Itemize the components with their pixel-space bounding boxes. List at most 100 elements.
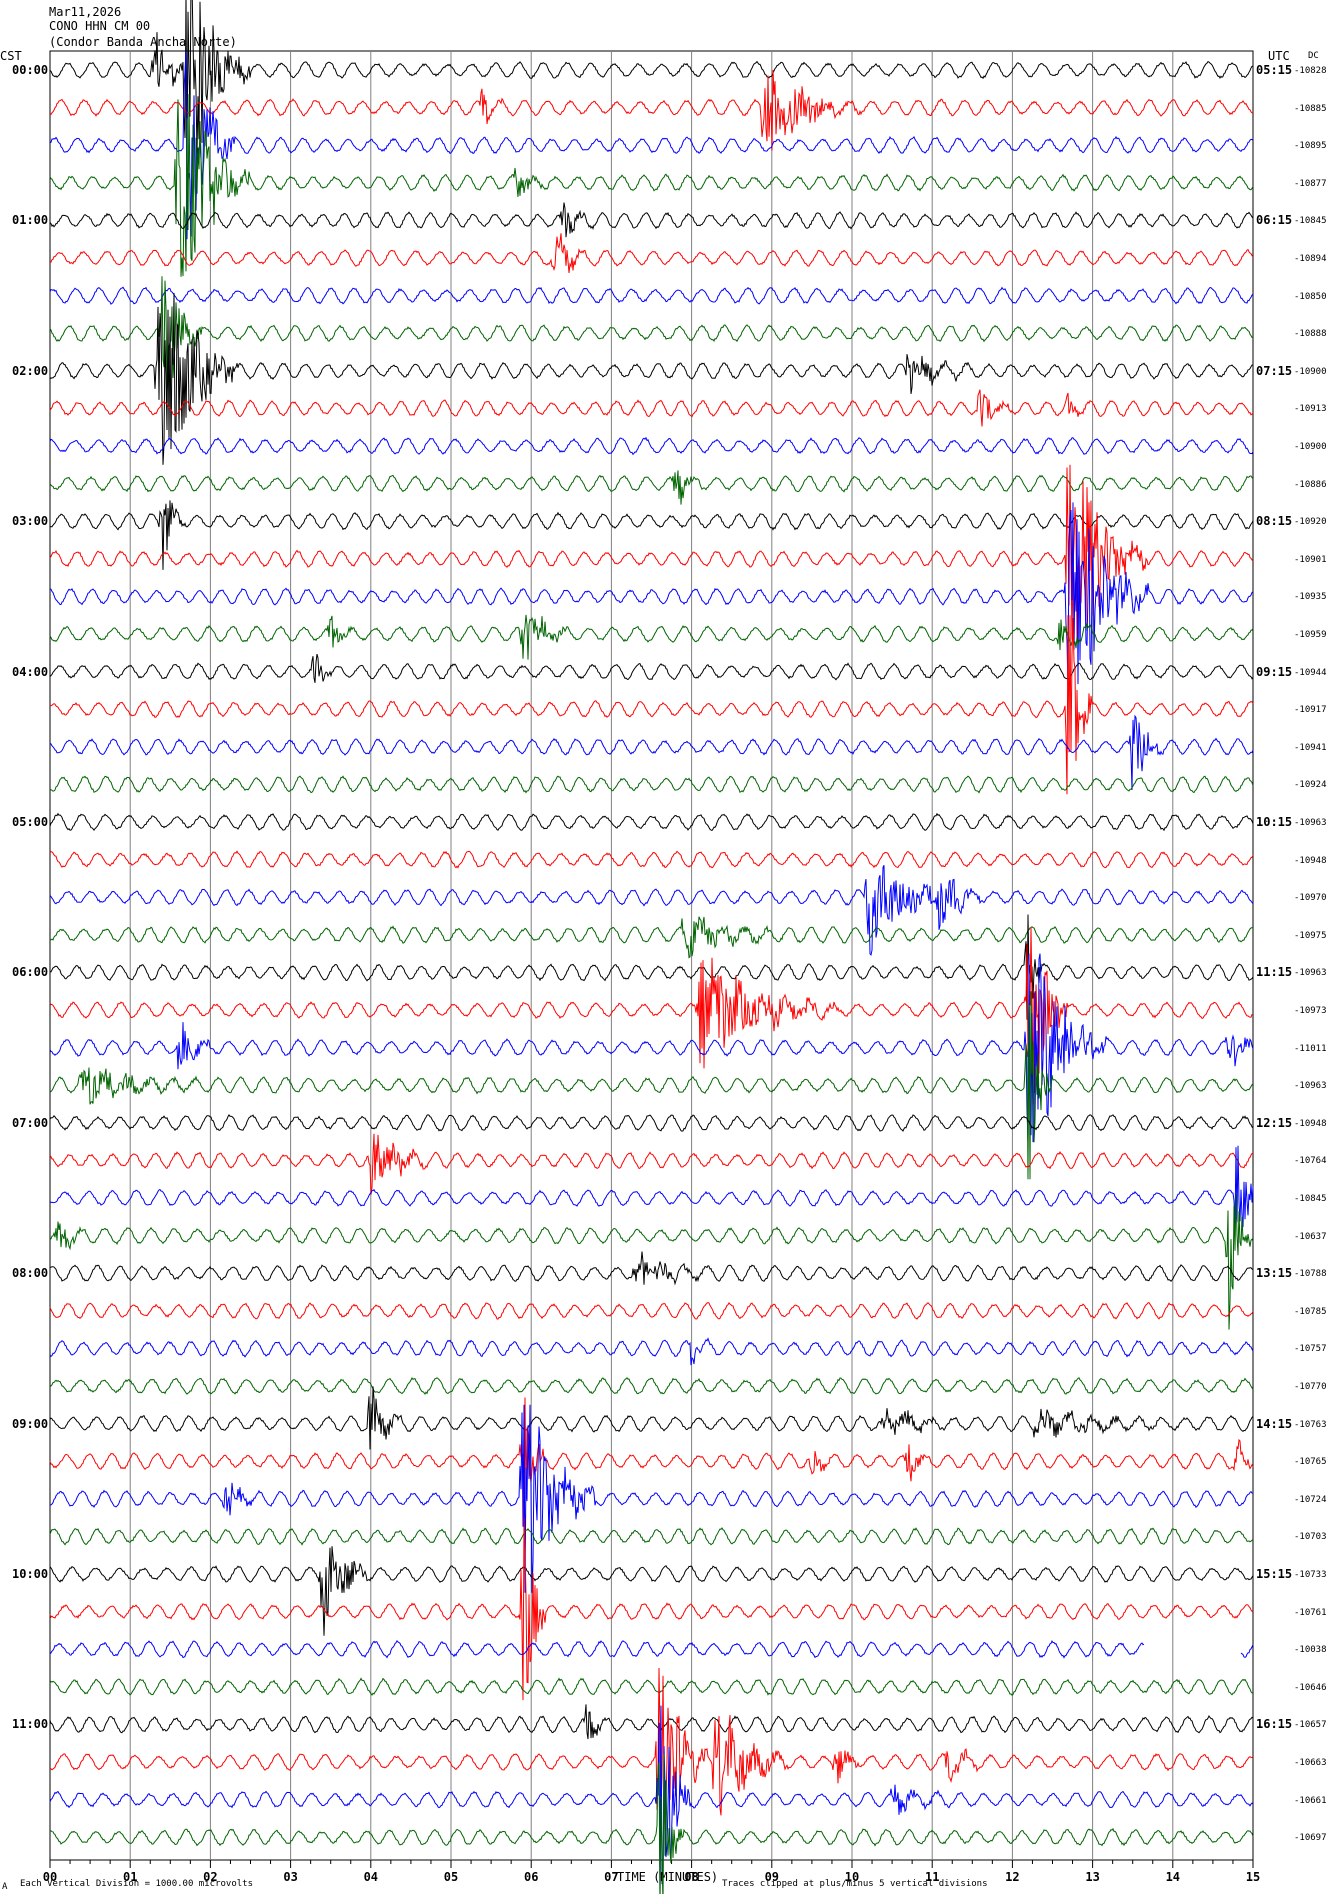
- cst-hour-label: 04:00: [12, 664, 49, 679]
- trace-layer: [49, 0, 1254, 1894]
- x-tick-label: 01: [123, 1870, 137, 1884]
- dc-offset-label: -10895: [1294, 141, 1327, 152]
- trace-line: [49, 1337, 1254, 1366]
- utc-hour-label: 09:15: [1256, 664, 1293, 679]
- dc-offset-label: -10917: [1294, 705, 1327, 716]
- dc-offset-label: -10761: [1294, 1607, 1327, 1618]
- dc-offset-label: -10637: [1294, 1231, 1327, 1242]
- dc-offset-label: -10845: [1294, 1194, 1327, 1204]
- plot-frame: [49, 50, 1254, 1861]
- dc-offset-label: -11011: [1294, 1043, 1327, 1054]
- dc-offset-label: -10850: [1294, 291, 1327, 302]
- x-tick-label: 04: [364, 1870, 378, 1884]
- dc-offset-label: -10900: [1294, 366, 1327, 377]
- dc-offset-label: -10788: [1294, 1269, 1327, 1280]
- trace-line: [49, 1517, 1254, 1701]
- dc-offset-label: -10963: [1294, 968, 1327, 979]
- dc-offset-label: -10646: [1294, 1682, 1327, 1693]
- dc-offset-label: -10944: [1294, 667, 1327, 678]
- dc-offset-label: -10894: [1294, 254, 1327, 264]
- dc-offset-label: -10963: [1294, 818, 1327, 828]
- dc-offset-label: -10764: [1294, 1156, 1327, 1167]
- dc-offset-label: -10935: [1294, 592, 1327, 603]
- dc-offset-label: -10724: [1294, 1494, 1327, 1505]
- cst-hour-label: 08:00: [12, 1266, 49, 1281]
- trace-line: [49, 1704, 1254, 1740]
- dc-offset-label: -10900: [1294, 442, 1327, 452]
- dc-offset-label: -10973: [1294, 1006, 1327, 1016]
- trace-line: [49, 500, 1254, 570]
- dc-offset-label: -10765: [1294, 1457, 1327, 1468]
- cst-hour-label: 01:00: [12, 213, 49, 228]
- trace-line: [49, 1546, 1254, 1636]
- x-tick-label: 12: [1005, 1870, 1019, 1884]
- x-tick-label: 03: [283, 1870, 297, 1884]
- x-tick-label: 00: [43, 1870, 57, 1884]
- dc-offset-label: -10920: [1294, 517, 1327, 528]
- utc-hour-label: 13:15: [1256, 1266, 1293, 1281]
- dc-offset-label: -10963: [1294, 1081, 1327, 1092]
- x-axis-title: TIME (MINUTES): [617, 1870, 719, 1884]
- trace-line: [49, 51, 1254, 240]
- dc-offset-label: -10970: [1294, 893, 1327, 904]
- x-tick-label: 14: [1166, 1870, 1180, 1884]
- x-tick-label: 07: [604, 1870, 618, 1884]
- clip-note: Traces clipped at plus/minus 5 vertical …: [722, 1879, 988, 1889]
- x-tick-label: 15: [1246, 1870, 1260, 1884]
- cst-hour-label: 10:00: [12, 1567, 49, 1581]
- dc-offset-label: -10845: [1294, 216, 1327, 227]
- dc-offset-label: -10661: [1294, 1795, 1327, 1806]
- x-tick-label: 06: [524, 1870, 538, 1884]
- dc-offset-label: -10733: [1294, 1570, 1327, 1580]
- trace-line: [49, 812, 1254, 832]
- dc-column-label: DC: [1308, 51, 1319, 61]
- dc-offset-label: -10663: [1294, 1758, 1327, 1768]
- trace-line: [49, 1640, 1254, 1659]
- trace-line: [49, 1667, 1254, 1831]
- dc-offset-label: -10959: [1294, 630, 1327, 640]
- utc-hour-label: 07:15: [1256, 363, 1293, 378]
- trace-line: [49, 286, 1254, 305]
- scale-note: Each Vertical Division = 1000.00 microvo…: [20, 1879, 253, 1889]
- utc-hour-label: 10:15: [1256, 815, 1293, 829]
- cst-hour-label: 00:00: [12, 63, 49, 77]
- dc-offset-label: -10948: [1294, 855, 1327, 866]
- dc-offset-label: -10703: [1294, 1532, 1327, 1543]
- trace-line: [49, 1133, 1254, 1195]
- cst-axis-label: CST: [0, 49, 22, 63]
- plot-grid: [49, 50, 1254, 1868]
- cst-hour-label: 11:00: [12, 1717, 49, 1732]
- trace-line: [49, 653, 1254, 683]
- x-tick-label: 05: [444, 1870, 458, 1884]
- cst-hour-label: 03:00: [12, 514, 49, 529]
- dc-offset-label: -10757: [1294, 1344, 1327, 1355]
- x-tick-label: 10: [845, 1870, 859, 1884]
- cst-hour-label: 07:00: [12, 1115, 49, 1130]
- utc-hour-label: 12:15: [1256, 1115, 1293, 1130]
- trace-line: [49, 850, 1254, 869]
- utc-axis-label: UTC: [1268, 49, 1290, 63]
- x-tick-label: 13: [1085, 1870, 1099, 1884]
- trace-line: [49, 1677, 1254, 1696]
- trace-line: [49, 916, 1254, 959]
- trace-line: [49, 502, 1254, 691]
- corner-mark: A: [2, 1882, 8, 1892]
- trace-line: [49, 1705, 1254, 1894]
- dc-offset-label: -10924: [1294, 780, 1327, 791]
- utc-hour-label: 14:15: [1256, 1416, 1293, 1431]
- trace-line: [49, 1302, 1254, 1320]
- trace-line: [50, 233, 1254, 274]
- trace-line: [49, 0, 1254, 165]
- dc-offset-label: -10948: [1294, 1118, 1327, 1129]
- dc-offset-label: -10828: [1294, 66, 1327, 76]
- cst-hour-label: 05:00: [12, 815, 49, 829]
- trace-line: [49, 714, 1254, 791]
- trace-line: [49, 389, 1254, 427]
- trace-line: [49, 615, 1254, 795]
- trace-line: [49, 991, 1254, 1180]
- utc-hour-label: 05:15: [1256, 63, 1293, 77]
- trace-line: [49, 1397, 1254, 1528]
- plot-date: Mar11,2026: [49, 5, 122, 19]
- trace-line: [49, 1754, 1254, 1894]
- trace-line: [49, 69, 1254, 151]
